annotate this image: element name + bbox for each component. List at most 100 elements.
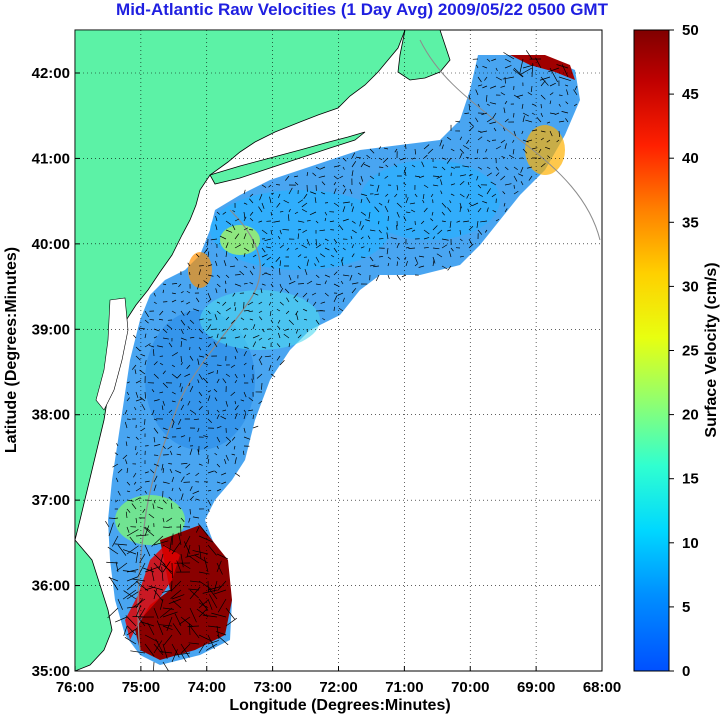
velocity-arrow — [495, 146, 501, 150]
velocity-arrow — [225, 454, 229, 461]
velocity-arrow — [189, 448, 193, 456]
velocity-arrow — [283, 199, 290, 204]
velocity-arrow — [540, 94, 546, 100]
velocity-arrow — [122, 454, 128, 460]
velocity-arrow — [248, 409, 254, 412]
velocity-arrow — [216, 436, 221, 443]
velocity-arrow — [547, 155, 551, 159]
velocity-arrow — [268, 184, 272, 188]
velocity-arrow — [384, 205, 389, 213]
land-north-carolina — [75, 539, 113, 671]
velocity-arrow — [373, 265, 380, 268]
velocity-arrow — [468, 226, 474, 231]
velocity-arrow — [225, 400, 228, 407]
velocity-arrow — [549, 82, 556, 87]
velocity-arrow — [186, 301, 191, 305]
velocity-arrow — [521, 103, 524, 109]
velocity-arrow — [301, 244, 308, 249]
velocity-arrow — [153, 475, 158, 483]
velocity-arrow — [171, 391, 176, 395]
velocity-arrow — [450, 183, 456, 186]
velocity-arrow — [441, 238, 449, 241]
velocity-arrow — [522, 64, 534, 69]
velocity-arrow — [240, 317, 245, 321]
velocity-arrow — [556, 139, 560, 143]
velocity-arrow — [459, 238, 463, 242]
velocity-arrow — [538, 148, 542, 153]
velocity-arrow — [448, 250, 452, 258]
velocity-arrow — [540, 80, 546, 87]
velocity-arrow — [342, 184, 346, 188]
velocity-arrow — [105, 521, 110, 528]
velocity-arrow — [224, 458, 227, 465]
velocity-arrow — [152, 503, 155, 510]
velocity-arrow — [207, 264, 213, 267]
velocity-arrow — [306, 298, 309, 303]
velocity-arrow — [342, 274, 350, 277]
velocity-arrow — [423, 237, 430, 240]
velocity-arrow — [466, 193, 470, 199]
velocity-arrow — [158, 318, 164, 321]
velocity-arrow — [368, 211, 371, 219]
velocity-arrow — [249, 270, 254, 276]
velocity-arrow — [233, 445, 236, 450]
x-tick-label: 76:00 — [56, 679, 94, 696]
velocity-arrow — [351, 170, 354, 177]
velocity-arrow — [378, 166, 384, 168]
velocity-arrow — [112, 463, 119, 468]
velocity-arrow — [512, 148, 515, 155]
velocity-arrow — [189, 508, 191, 515]
velocity-arrow — [312, 172, 317, 177]
velocity-arrow — [462, 165, 470, 168]
chesapeake-bay — [95, 297, 129, 411]
velocity-arrow — [243, 334, 247, 339]
velocity-arrow — [207, 274, 214, 277]
velocity-arrow — [324, 274, 331, 278]
velocity-arrow — [225, 242, 229, 249]
velocity-arrow — [181, 643, 191, 654]
velocity-arrow — [504, 208, 508, 213]
velocity-arrow — [270, 373, 276, 378]
velocity-arrow — [139, 607, 146, 618]
velocity-arrow — [234, 457, 237, 465]
velocity-arrow — [258, 358, 263, 366]
velocity-arrow — [168, 598, 182, 605]
velocity-arrow — [404, 256, 407, 261]
velocity-arrow — [234, 218, 240, 222]
velocity-arrow — [115, 561, 119, 573]
velocity-arrow — [249, 198, 254, 204]
velocity-arrow — [207, 470, 214, 474]
velocity-arrow — [225, 617, 237, 627]
velocity-arrow — [207, 343, 212, 348]
velocity-arrow — [180, 319, 186, 326]
velocity-arrow — [135, 380, 142, 384]
velocity-arrow — [531, 129, 537, 132]
velocity-arrow — [176, 373, 182, 379]
velocity-arrow — [162, 337, 169, 340]
velocity-arrow — [270, 265, 275, 269]
velocity-arrow — [527, 166, 533, 169]
velocity-arrow — [288, 208, 291, 213]
velocity-arrow — [232, 224, 236, 231]
velocity-arrow — [374, 206, 380, 213]
velocity-arrow — [198, 346, 202, 351]
velocity-arrow — [492, 210, 497, 213]
velocity-arrow — [285, 175, 290, 181]
velocity-arrow — [251, 378, 254, 384]
velocity-arrow — [491, 193, 497, 198]
velocity-arrow — [189, 336, 195, 339]
velocity-arrow — [171, 422, 175, 429]
velocity-arrow — [180, 398, 183, 402]
velocity-arrow — [225, 274, 230, 279]
velocity-arrow — [480, 220, 488, 223]
velocity-arrow — [243, 427, 246, 433]
velocity-arrow — [437, 229, 443, 235]
velocity-arrow — [549, 130, 553, 137]
velocity-arrow — [180, 435, 186, 438]
velocity-arrow — [446, 157, 452, 164]
velocity-arrow — [243, 265, 248, 268]
velocity-arrow — [203, 556, 209, 573]
velocity-arrow — [186, 290, 191, 294]
velocity-arrow — [558, 130, 560, 137]
velocity-arrow — [159, 651, 173, 654]
